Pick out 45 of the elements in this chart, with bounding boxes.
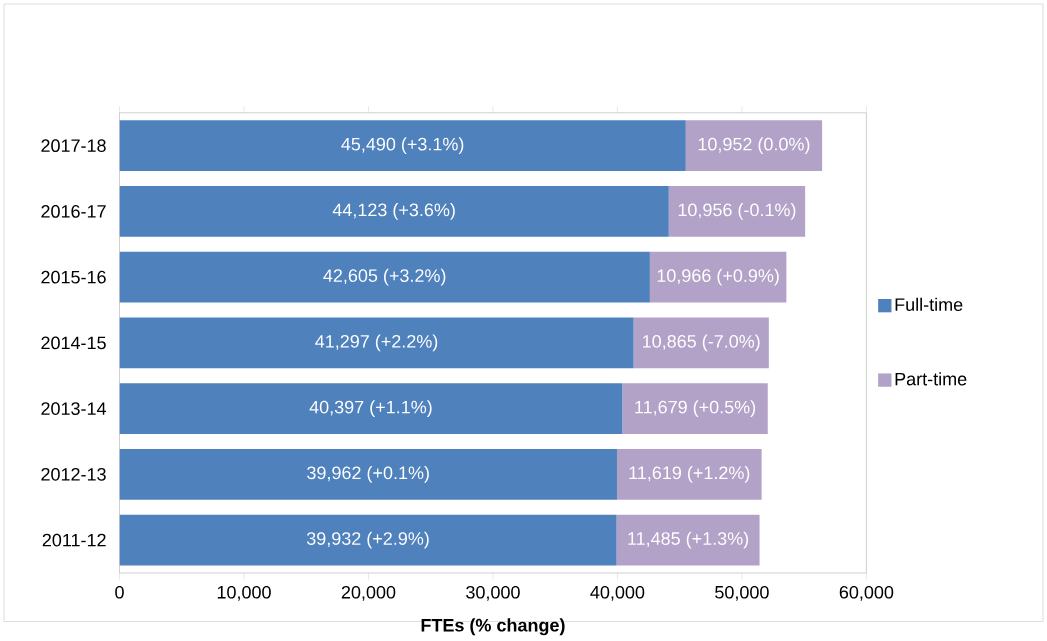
bar (668, 185, 806, 237)
y-tick-label: 2015-16 (41, 270, 106, 284)
data-label: 11,485 (+1.3%) (628, 531, 749, 549)
bar (119, 383, 623, 434)
x-tick-label: 30,000 (466, 585, 520, 601)
bar (616, 514, 760, 566)
data-label: 11,679 (+0.5%) (635, 400, 756, 417)
bar (119, 251, 650, 303)
bar (119, 317, 634, 369)
data-label: 45,490 (+3.1%) (341, 137, 464, 154)
legend-label: Full-time (895, 297, 963, 311)
y-tick-label: 2012-13 (41, 467, 106, 481)
y-tick-label: 2017-18 (41, 139, 106, 152)
data-label: 42,605 (+3.2%) (323, 268, 446, 286)
data-label: 10,966 (+0.9%) (657, 268, 779, 286)
data-label: 10,952 (0.0%) (698, 137, 810, 154)
bar (633, 317, 769, 369)
bar (685, 120, 823, 171)
data-label: 39,932 (+2.9%) (306, 531, 429, 549)
data-label: 41,297 (+2.2%) (315, 334, 438, 352)
x-tick-label: 60,000 (839, 585, 894, 601)
data-label: 40,397 (+1.1%) (309, 400, 432, 417)
bar (119, 514, 617, 566)
y-tick-label: 2014-15 (41, 336, 106, 350)
data-label: 10,865 (-7.0%) (643, 334, 760, 352)
y-tick-label: 2011-12 (42, 533, 106, 547)
y-tick-label: 2016-17 (41, 204, 106, 218)
data-label: 10,956 (-0.1%) (678, 202, 796, 220)
bar (649, 251, 787, 303)
x-tick-label: 50,000 (715, 585, 769, 601)
x-tick-label: 20,000 (341, 585, 396, 601)
x-tick-label: 10,000 (217, 585, 271, 601)
x-axis-title: FTEs (% change) (421, 618, 565, 636)
y-tick-label: 2013-14 (41, 402, 107, 415)
data-label: 44,123 (+3.6%) (332, 202, 455, 220)
bar (622, 383, 768, 434)
bar (119, 448, 617, 500)
bar (119, 120, 686, 171)
x-tick-label: 40,000 (590, 585, 645, 601)
bar (119, 185, 669, 237)
data-label: 11,619 (+1.2%) (629, 465, 750, 483)
bar (616, 448, 762, 500)
legend-label: Part-time (895, 372, 967, 386)
x-tick-label: 0 (115, 585, 124, 599)
data-label: 39,962 (+0.1%) (307, 465, 429, 483)
